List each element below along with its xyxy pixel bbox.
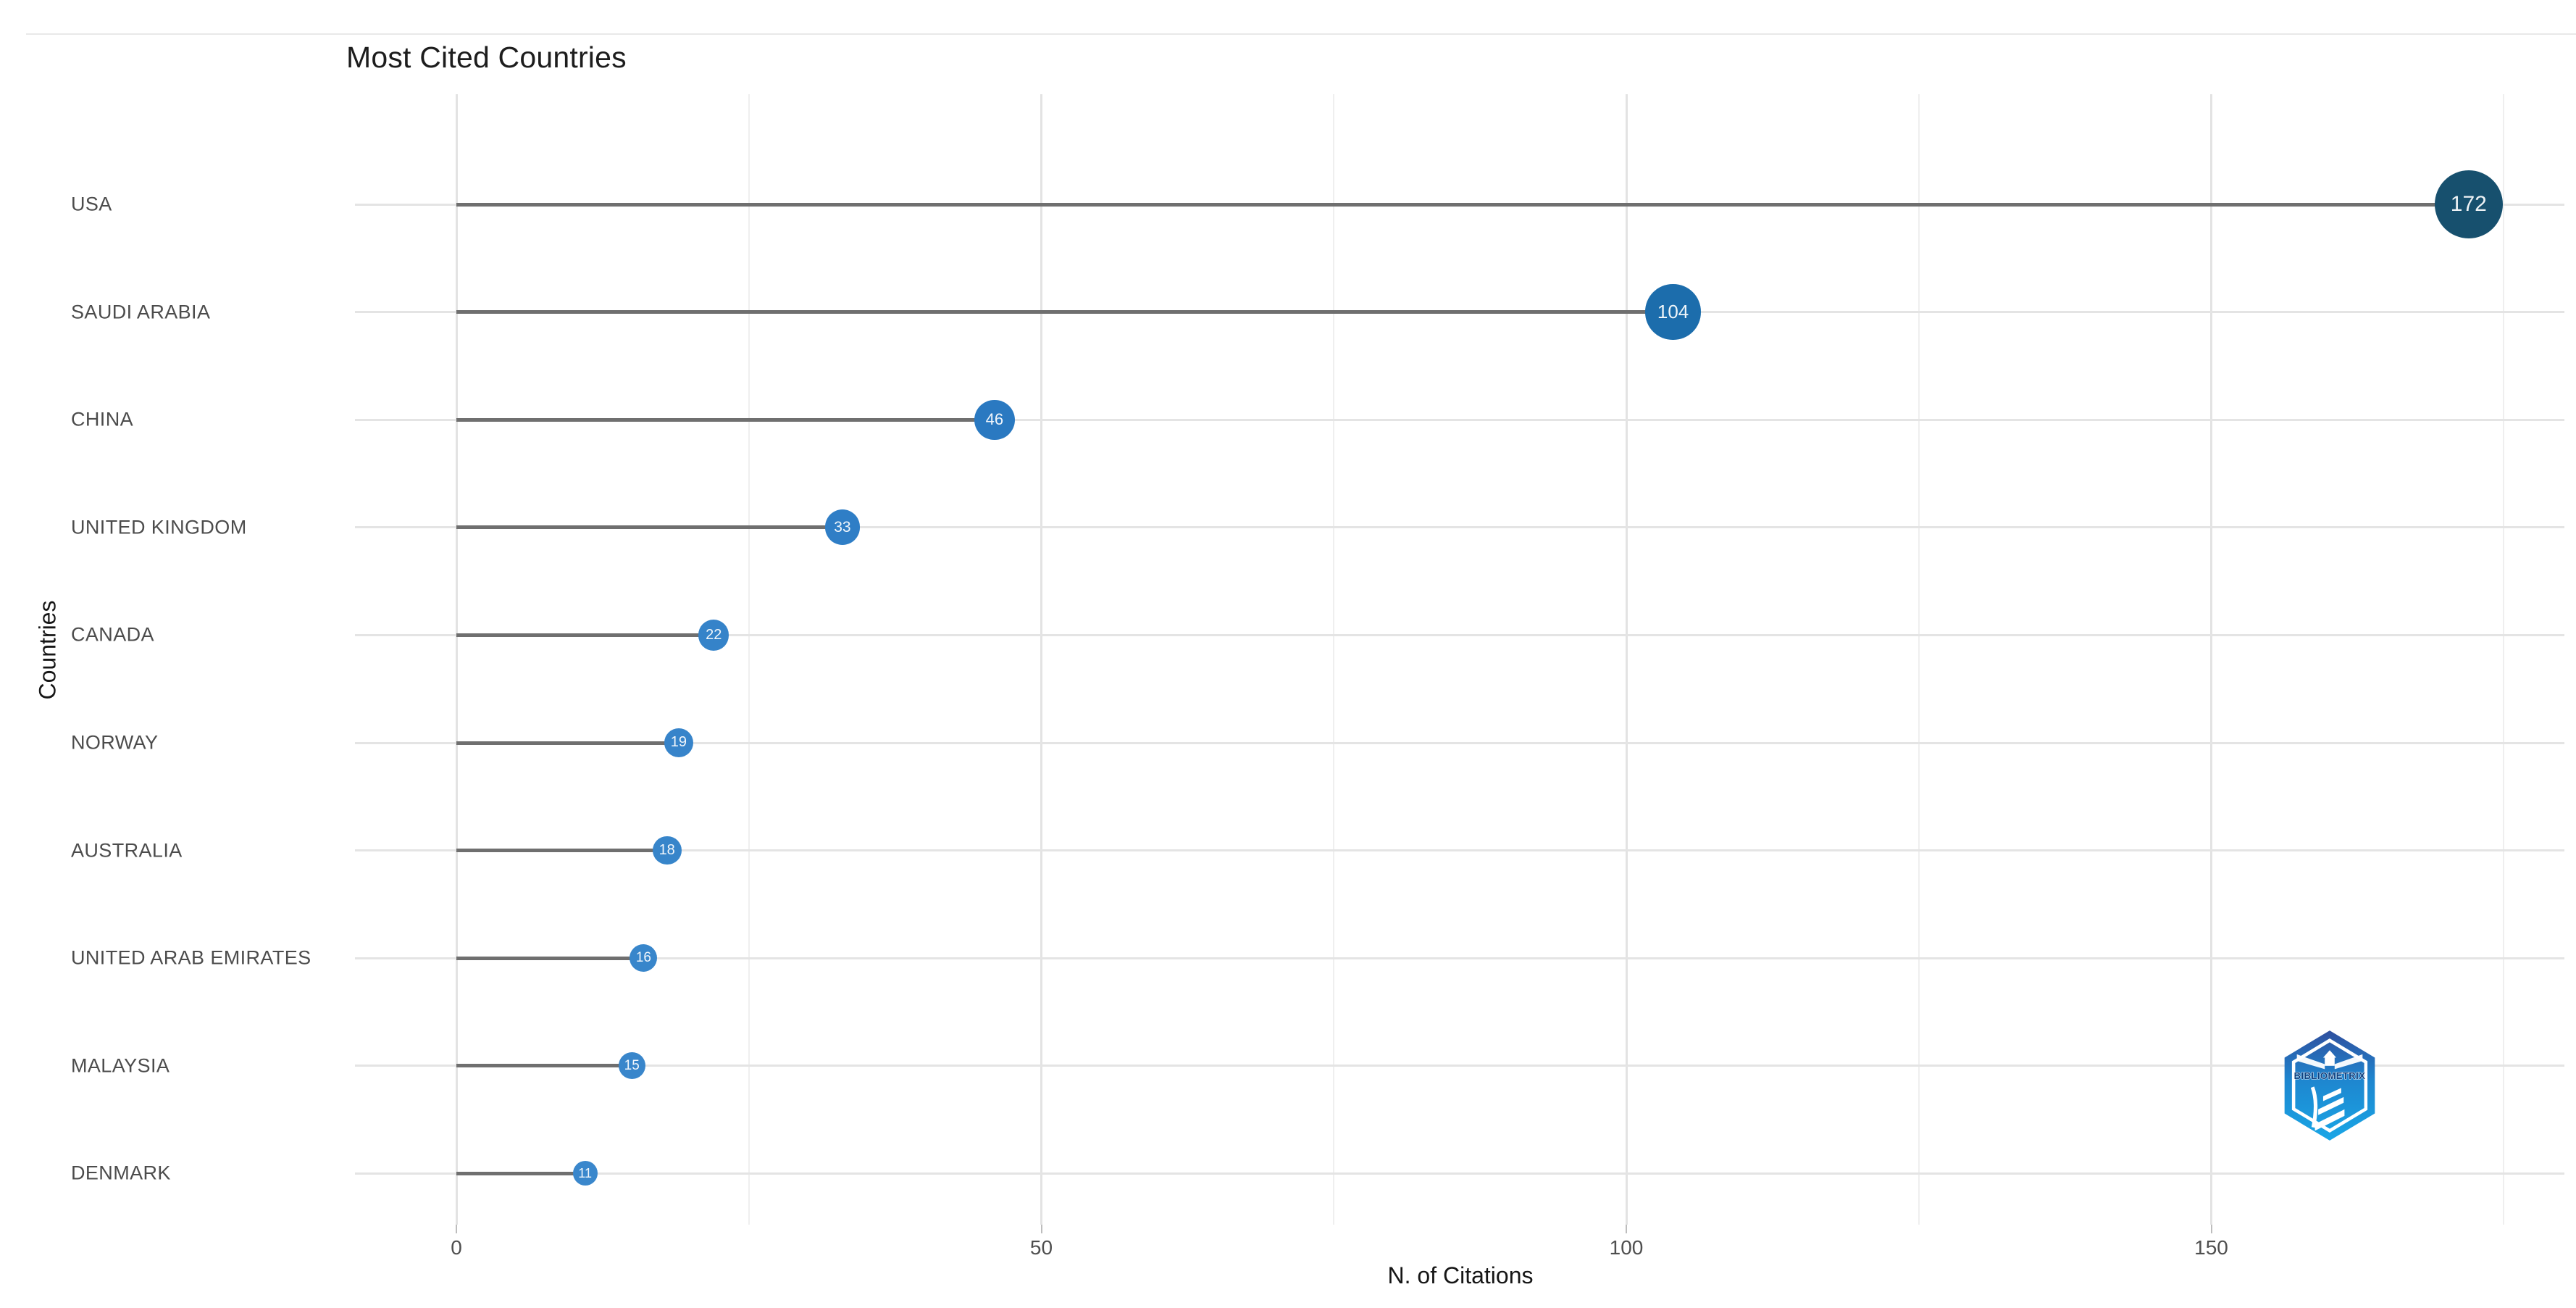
lollipop-dot: 46 (974, 399, 1015, 440)
row-gridline (355, 633, 2564, 636)
category-label: CHINA (71, 408, 134, 430)
y-axis-title: Countries (34, 600, 61, 700)
lollipop-dot: 172 (2434, 170, 2503, 239)
category-label: CANADA (71, 623, 154, 646)
lollipop-stem (456, 202, 2469, 207)
lollipop-stem (456, 1171, 585, 1175)
lollipop-stem (456, 956, 644, 960)
logo-text: BIBLIOMETRIX (2294, 1070, 2366, 1081)
lollipop-stem (456, 417, 995, 422)
x-tick-label: 0 (451, 1236, 462, 1259)
category-label: NORWAY (71, 731, 159, 754)
category-label: USA (71, 193, 112, 215)
x-axis-title: N. of Citations (1387, 1262, 1534, 1288)
x-tick-label: 100 (1609, 1236, 1644, 1259)
category-label: UNITED KINGDOM (71, 516, 247, 538)
minor-gridline (1333, 94, 1335, 1225)
x-tick-mark (456, 1225, 457, 1233)
row-gridline (355, 1065, 2564, 1067)
x-tick-mark (2210, 1225, 2212, 1233)
minor-gridline (748, 94, 750, 1225)
panel-top-border (26, 33, 2576, 35)
category-label: DENMARK (71, 1162, 171, 1184)
row-gridline (355, 1172, 2564, 1175)
lollipop-stem (456, 849, 667, 853)
major-gridline (2210, 94, 2212, 1225)
lollipop-stem (456, 525, 842, 530)
row-gridline (355, 526, 2564, 529)
major-gridline (1040, 94, 1042, 1225)
x-tick-label: 150 (2194, 1236, 2228, 1259)
logo-hexagon (2284, 1030, 2375, 1141)
lollipop-dot: 22 (698, 620, 729, 651)
lollipop-stem (456, 310, 1673, 314)
row-gridline (355, 849, 2564, 852)
major-gridline (1625, 94, 1628, 1225)
logo-lighthouse (2296, 1050, 2363, 1131)
lollipop-dot: 11 (572, 1161, 598, 1186)
row-gridline (355, 741, 2564, 744)
lollipop-dot: 19 (664, 728, 694, 758)
lollipop-dot: 33 (824, 509, 861, 546)
category-label: AUSTRALIA (71, 839, 183, 862)
row-gridline (355, 418, 2564, 421)
x-tick-mark (1626, 1225, 1627, 1233)
category-label: MALAYSIA (71, 1054, 170, 1077)
lollipop-dot: 18 (652, 836, 682, 865)
major-gridline (455, 94, 458, 1225)
lollipop-stem (456, 633, 714, 637)
lollipop-dot: 104 (1645, 284, 1701, 340)
category-label: UNITED ARAB EMIRATES (71, 946, 311, 969)
chart-title: Most Cited Countries (346, 41, 627, 74)
x-tick-label: 50 (1029, 1236, 1053, 1259)
lollipop-stem (456, 1064, 632, 1068)
bibliometrix-logo: BIBLIOMETRIX (2284, 1030, 2375, 1141)
lollipop-dot: 15 (618, 1052, 645, 1080)
minor-gridline (2503, 94, 2505, 1225)
category-label: SAUDI ARABIA (71, 301, 211, 323)
minor-gridline (1918, 94, 1920, 1225)
lollipop-stem (456, 741, 679, 745)
row-gridline (355, 957, 2564, 959)
lollipop-dot: 16 (630, 944, 658, 972)
x-tick-mark (1040, 1225, 1042, 1233)
